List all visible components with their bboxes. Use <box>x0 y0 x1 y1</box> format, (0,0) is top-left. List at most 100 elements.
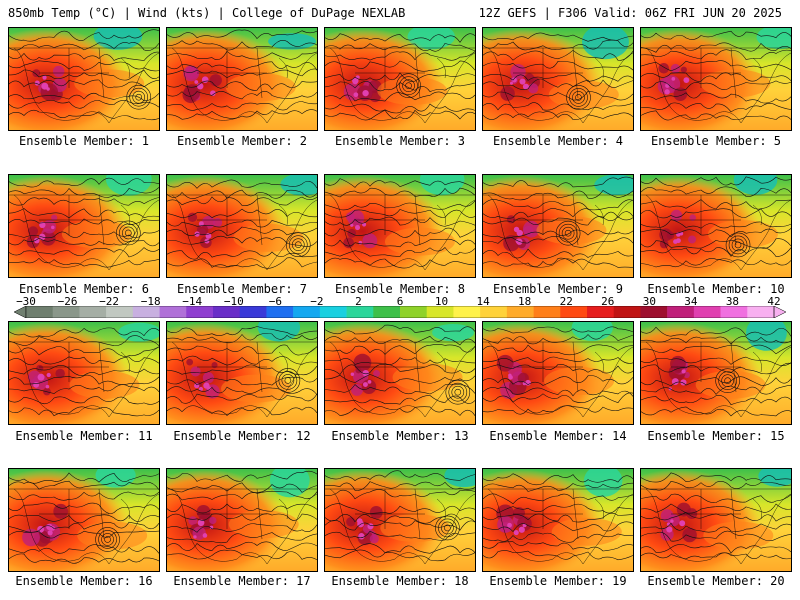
colorbar-swatch <box>426 306 454 318</box>
colorbar-swatch <box>693 306 721 318</box>
colorbar-swatch <box>132 306 160 318</box>
colorbar-tick-label: 22 <box>559 295 573 308</box>
ensemble-member-panel <box>640 27 792 131</box>
ensemble-member-label: Ensemble Member: 7 <box>176 282 308 296</box>
colorbar-tick-label: −10 <box>223 295 244 308</box>
colorbar-tick-label: −30 <box>16 295 36 308</box>
colorbar-swatch <box>640 306 668 318</box>
ensemble-map-19 <box>483 469 633 571</box>
ensemble-member-panel <box>8 174 160 278</box>
colorbar-tick-label: 42 <box>767 295 781 308</box>
ensemble-member-panel <box>324 468 476 572</box>
header-title: 850mb Temp (°C) | Wind (kts) | College o… <box>8 6 406 20</box>
ensemble-map-3 <box>325 28 475 130</box>
ensemble-member-label: Ensemble Member: 8 <box>334 282 466 296</box>
colorbar-swatch <box>560 306 588 318</box>
ensemble-member-label: Ensemble Member: 2 <box>176 134 308 148</box>
ensemble-member-label: Ensemble Member: 5 <box>650 134 782 148</box>
ensemble-member-panel <box>482 321 634 425</box>
colorbar-swatch <box>346 306 374 318</box>
colorbar-tick-label: −14 <box>182 295 203 308</box>
ensemble-member-label: Ensemble Member: 10 <box>647 282 785 296</box>
colorbar-swatch <box>79 306 107 318</box>
ensemble-map-4 <box>483 28 633 130</box>
colorbar-tick-label: 26 <box>601 295 615 308</box>
ensemble-member-label: Ensemble Member: 20 <box>647 574 785 588</box>
ensemble-member-label: Ensemble Member: 1 <box>18 134 150 148</box>
colorbar-swatch <box>533 306 561 318</box>
ensemble-member-panel <box>8 468 160 572</box>
ensemble-member-panel <box>482 174 634 278</box>
colorbar-arrow-high <box>773 306 786 318</box>
ensemble-map-14 <box>483 322 633 424</box>
header-valid-time: 12Z GEFS | F306 Valid: 06Z FRI JUN 20 20… <box>478 6 782 20</box>
colorbar-tick-label: −18 <box>140 295 161 308</box>
header: 850mb Temp (°C) | Wind (kts) | College o… <box>0 0 800 24</box>
ensemble-map-11 <box>9 322 159 424</box>
ensemble-member-panel <box>166 27 318 131</box>
ensemble-member-label: Ensemble Member: 13 <box>331 429 469 443</box>
colorbar-swatch <box>400 306 428 318</box>
colorbar-swatch <box>186 306 214 318</box>
ensemble-member-label: Ensemble Member: 15 <box>647 429 785 443</box>
ensemble-map-1 <box>9 28 159 130</box>
ensemble-map-10 <box>641 175 791 277</box>
colorbar-swatch <box>159 306 187 318</box>
ensemble-member-label: Ensemble Member: 4 <box>492 134 624 148</box>
colorbar-tick-label: 10 <box>434 295 449 308</box>
colorbar-swatch <box>213 306 241 318</box>
colorbar-swatch <box>293 306 321 318</box>
colorbar-swatch <box>106 306 134 318</box>
colorbar-swatch <box>52 306 80 318</box>
ensemble-member-label: Ensemble Member: 19 <box>489 574 627 588</box>
ensemble-member-panel <box>8 27 160 131</box>
ensemble-member-label: Ensemble Member: 12 <box>173 429 311 443</box>
temperature-colorbar <box>14 306 786 318</box>
colorbar-tick-label: 2 <box>355 295 362 308</box>
colorbar-tick-label: 14 <box>476 295 490 308</box>
colorbar-swatch <box>506 306 534 318</box>
colorbar-swatch <box>266 306 294 318</box>
ensemble-map-9 <box>483 175 633 277</box>
ensemble-member-panel <box>482 27 634 131</box>
colorbar-arrow-low <box>14 306 27 318</box>
ensemble-member-panel <box>166 468 318 572</box>
colorbar-swatch <box>319 306 347 318</box>
colorbar-tick-label: 30 <box>642 295 656 308</box>
colorbar-tick-label: 18 <box>518 295 532 308</box>
ensemble-member-label: Ensemble Member: 17 <box>173 574 311 588</box>
colorbar-swatch <box>373 306 401 318</box>
ensemble-member-label: Ensemble Member: 3 <box>334 134 466 148</box>
colorbar-swatch <box>480 306 508 318</box>
ensemble-map-2 <box>167 28 317 130</box>
colorbar-tick-labels: −30 −26 −22 −18 −14 −10 −6 −2 2 6 10 14 18 22 26 30 34 38… <box>14 295 786 308</box>
ensemble-member-label: Ensemble Member: 11 <box>15 429 153 443</box>
ensemble-map-15 <box>641 322 791 424</box>
colorbar-swatch <box>239 306 267 318</box>
ensemble-map-20 <box>641 469 791 571</box>
ensemble-member-panel <box>166 321 318 425</box>
ensemble-member-panel <box>8 321 160 425</box>
ensemble-map-13 <box>325 322 475 424</box>
ensemble-member-panel <box>166 174 318 278</box>
colorbar-swatch <box>720 306 748 318</box>
ensemble-member-panel <box>324 27 476 131</box>
ensemble-map-7 <box>167 175 317 277</box>
ensemble-map-5 <box>641 28 791 130</box>
ensemble-member-panel <box>324 321 476 425</box>
ensemble-member-label: Ensemble Member: 16 <box>15 574 153 588</box>
colorbar-swatch <box>613 306 641 318</box>
ensemble-member-panel <box>640 321 792 425</box>
ensemble-member-label: Ensemble Member: 9 <box>492 282 624 296</box>
ensemble-map-17 <box>167 469 317 571</box>
colorbar-swatch <box>453 306 481 318</box>
colorbar-tick-label: 6 <box>396 295 404 308</box>
colorbar-tick-label: −22 <box>99 295 120 308</box>
ensemble-member-label: Ensemble Member: 6 <box>18 282 150 296</box>
ensemble-member-label: Ensemble Member: 18 <box>331 574 469 588</box>
ensemble-map-8 <box>325 175 475 277</box>
colorbar-swatch <box>26 306 54 318</box>
colorbar-tick-label: −6 <box>268 295 282 308</box>
ensemble-member-panel <box>640 468 792 572</box>
